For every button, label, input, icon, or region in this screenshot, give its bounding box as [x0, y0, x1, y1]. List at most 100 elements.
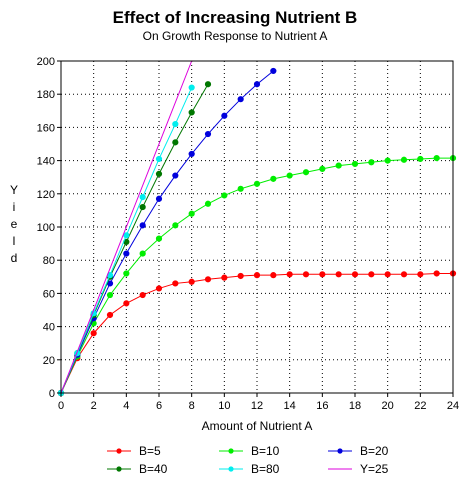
- data-point: [172, 139, 179, 146]
- data-point: [172, 120, 179, 128]
- data-point: [204, 130, 212, 138]
- data-point: [204, 276, 212, 283]
- chart-subtitle: On Growth Response to Nutrient A: [143, 29, 328, 43]
- data-point: [155, 170, 163, 177]
- data-point: [400, 156, 408, 163]
- legend-marker: [337, 448, 343, 454]
- data-point: [417, 271, 424, 278]
- chart-title: Effect of Increasing Nutrient B: [113, 8, 358, 27]
- y-tick-label: 60: [43, 288, 55, 300]
- data-point: [172, 172, 179, 179]
- legend-marker: [228, 448, 234, 454]
- data-point: [204, 81, 212, 88]
- x-tick-label: 18: [349, 400, 361, 412]
- data-point: [433, 270, 440, 277]
- y-tick-label: 120: [37, 189, 55, 201]
- series-Y=25: [60, 60, 193, 394]
- data-point: [172, 222, 179, 229]
- data-point: [253, 81, 261, 88]
- legend-label: B=5: [139, 444, 161, 458]
- x-tick-label: 24: [447, 400, 459, 412]
- legend-item: B=5: [107, 444, 161, 458]
- data-point: [139, 194, 146, 201]
- x-tick-label: 2: [91, 400, 97, 412]
- series-line: [60, 60, 193, 394]
- x-tick-label: 16: [316, 400, 328, 412]
- legend-label: Y=25: [360, 462, 389, 476]
- data-point: [270, 272, 277, 279]
- y-axis-label-letter: l: [13, 234, 16, 248]
- data-point: [253, 180, 261, 187]
- data-point: [188, 84, 195, 91]
- data-point: [155, 285, 163, 292]
- series-B=10: [57, 155, 457, 397]
- data-point: [188, 109, 195, 116]
- data-point: [270, 67, 277, 75]
- y-axis-label-letter: e: [11, 217, 18, 231]
- y-axis-ticks: 0 20 40 60 80 100 120 140 160 180 200: [37, 56, 61, 400]
- y-tick-label: 20: [43, 355, 55, 367]
- legend-item: B=20: [328, 444, 389, 458]
- data-point: [237, 272, 244, 280]
- legend-item: B=80: [219, 462, 280, 476]
- y-axis-label-letter: d: [11, 251, 18, 265]
- legend-label: B=20: [360, 444, 389, 458]
- y-tick-label: 100: [37, 222, 55, 234]
- data-point: [155, 235, 163, 242]
- legend-marker: [116, 448, 122, 454]
- data-point: [139, 250, 146, 257]
- x-axis-ticks: 0 2 4 6 8 10 12 14 16 18 20 22 24: [58, 393, 459, 412]
- data-point: [237, 185, 244, 192]
- data-point: [335, 162, 342, 169]
- legend-item: Y=25: [328, 462, 389, 476]
- data-point: [384, 157, 391, 164]
- data-point: [123, 250, 130, 257]
- data-point: [204, 200, 212, 207]
- data-point: [221, 112, 228, 119]
- x-tick-label: 6: [156, 400, 162, 412]
- data-point: [155, 155, 163, 163]
- series-B=80: [57, 84, 195, 397]
- x-tick-label: 14: [284, 400, 296, 412]
- y-tick-label: 0: [49, 388, 55, 400]
- data-point: [286, 172, 293, 179]
- y-tick-label: 140: [37, 156, 55, 168]
- x-tick-label: 22: [414, 400, 426, 412]
- data-point: [139, 291, 146, 299]
- data-point: [155, 195, 163, 202]
- x-tick-label: 12: [251, 400, 263, 412]
- data-point: [139, 222, 146, 229]
- data-point: [368, 159, 375, 166]
- data-point: [123, 232, 130, 239]
- data-point: [417, 155, 424, 163]
- data-point: [90, 330, 97, 337]
- data-point: [221, 192, 228, 199]
- data-point: [123, 270, 130, 277]
- data-point: [351, 160, 359, 168]
- data-point: [319, 165, 326, 172]
- x-tick-label: 8: [189, 400, 195, 412]
- x-tick-label: 10: [218, 400, 230, 412]
- data-point: [188, 150, 195, 158]
- data-point: [368, 271, 375, 278]
- legend-marker: [116, 466, 122, 472]
- x-tick-label: 20: [382, 400, 394, 412]
- y-tick-label: 180: [37, 89, 55, 101]
- data-point: [123, 300, 130, 307]
- y-tick-label: 160: [37, 122, 55, 134]
- data-point: [302, 271, 310, 278]
- legend-label: B=40: [139, 462, 168, 476]
- legend-label: B=80: [251, 462, 280, 476]
- data-point: [335, 271, 342, 278]
- data-point: [237, 96, 244, 103]
- data-point: [384, 271, 391, 278]
- y-tick-label: 40: [43, 322, 55, 334]
- x-axis-label: Amount of Nutrient A: [202, 419, 313, 433]
- data-point: [351, 271, 359, 278]
- y-tick-label: 200: [37, 56, 55, 68]
- data-point: [319, 271, 326, 278]
- y-axis-label-letter: Y: [10, 183, 18, 197]
- data-point: [433, 155, 440, 162]
- data-point: [106, 291, 114, 299]
